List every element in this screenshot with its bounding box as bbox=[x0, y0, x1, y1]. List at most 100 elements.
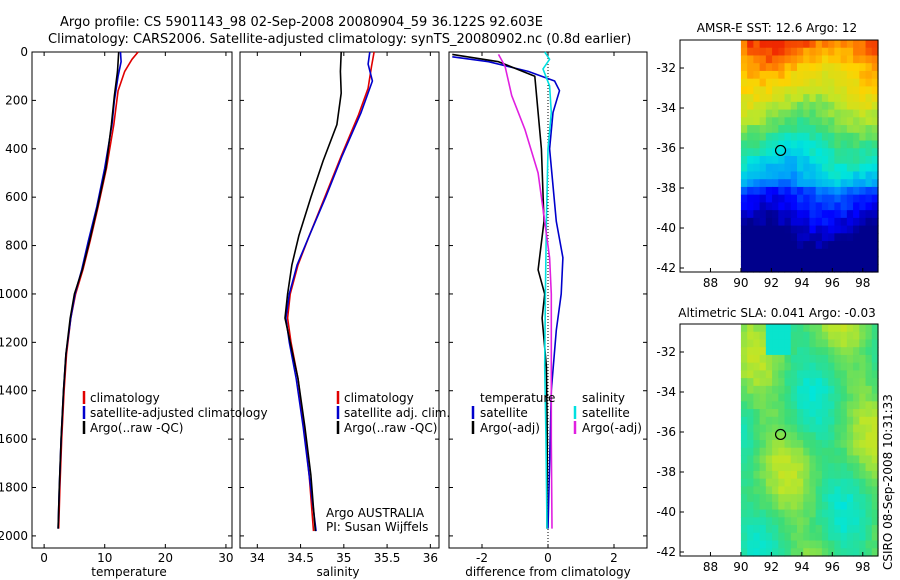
sst_map-cell bbox=[765, 47, 773, 57]
sla_map-cell bbox=[809, 440, 817, 449]
sst_map-cell bbox=[740, 210, 748, 219]
sla_map-cell bbox=[797, 478, 804, 487]
sla_map-cell bbox=[865, 324, 873, 333]
sst_map-cell bbox=[871, 125, 879, 134]
sst_map-cell bbox=[797, 256, 804, 265]
sla_map-cell bbox=[772, 393, 779, 402]
sst_map-cell bbox=[759, 264, 767, 273]
sst_map-cell bbox=[809, 163, 817, 173]
sla_map-cell bbox=[784, 440, 792, 449]
salinity-panel: 34 34.5 35 35.5 36 bbox=[239, 51, 440, 565]
sla_map-cell bbox=[828, 385, 835, 395]
sst_map-cell bbox=[747, 117, 754, 126]
sla_map-cell bbox=[778, 378, 786, 387]
sla_map-cell bbox=[784, 347, 792, 356]
sla_map-cell bbox=[828, 525, 835, 534]
sla_map-cell bbox=[772, 532, 779, 542]
sla_map-cell bbox=[815, 362, 823, 371]
sst_map-cell bbox=[790, 256, 798, 265]
sla_map-cell bbox=[834, 525, 842, 534]
sst_map-cell bbox=[809, 194, 817, 203]
sla_map-cell bbox=[865, 478, 873, 487]
sst_map-cell bbox=[772, 163, 779, 173]
sst_map-cell bbox=[790, 63, 798, 72]
sla_map-cell bbox=[784, 501, 792, 511]
sst_map-cell bbox=[759, 186, 767, 196]
sst_map-cell bbox=[772, 117, 779, 126]
sst_map-cell bbox=[747, 63, 754, 72]
sla_map-cell bbox=[772, 339, 779, 348]
sla_map-cell bbox=[784, 525, 792, 534]
sla_map-xtick-label: 92 bbox=[764, 560, 779, 574]
sla_map-cell bbox=[747, 347, 754, 356]
sla_map-cell bbox=[740, 501, 748, 511]
sst_map-cell bbox=[821, 63, 829, 72]
sst_map-cell bbox=[740, 94, 748, 103]
sst_map-ytick-label: -38 bbox=[656, 181, 676, 195]
sst_map-cell bbox=[871, 256, 879, 265]
sla_map-xtick-label: 88 bbox=[703, 560, 718, 574]
sla_map-cell bbox=[778, 339, 786, 348]
sla_map-cell bbox=[759, 401, 767, 410]
sst_map-cell bbox=[853, 256, 860, 265]
sla_map-cell bbox=[765, 509, 773, 518]
sla_map-cell bbox=[828, 339, 835, 348]
depth-tick-label: 2000 bbox=[0, 529, 28, 543]
sst_map-cell bbox=[846, 241, 854, 250]
sst_map-cell bbox=[840, 210, 848, 219]
sst_map-cell bbox=[846, 171, 854, 180]
sla_map-cell bbox=[828, 447, 835, 457]
sla_map-cell bbox=[834, 354, 842, 364]
sst_map-cell bbox=[846, 140, 854, 149]
sst_map-cell bbox=[809, 101, 817, 111]
sla_map-cell bbox=[759, 339, 767, 348]
sst_map-cell bbox=[834, 202, 842, 211]
sst_map-cell bbox=[803, 78, 811, 87]
sla_map-cell bbox=[859, 501, 867, 511]
sst_map-cell bbox=[790, 194, 798, 203]
sla_map-cell bbox=[790, 509, 798, 518]
sla_map-cell bbox=[821, 324, 829, 333]
sst_map-cell bbox=[859, 86, 867, 95]
sst_map-cell bbox=[853, 217, 860, 227]
sst_map-cell bbox=[740, 101, 748, 111]
sst_map-cell bbox=[790, 210, 798, 219]
sst_map-cell bbox=[809, 179, 817, 188]
sst_map-cell bbox=[740, 86, 748, 95]
sst_map-cell bbox=[846, 248, 854, 258]
sla_map-cell bbox=[840, 424, 848, 433]
sst_map-cell bbox=[846, 217, 854, 227]
sla_map-cell bbox=[753, 517, 761, 526]
float-position-marker bbox=[774, 428, 787, 441]
sla_map-cell bbox=[740, 494, 748, 503]
sst_map-cell bbox=[846, 156, 854, 165]
sla_map-cell bbox=[784, 540, 792, 549]
sst_map-cell bbox=[759, 179, 767, 188]
salinity-legend: climatology satellite adj. clim. Argo(..… bbox=[326, 391, 450, 534]
sla_map-cell bbox=[747, 517, 754, 526]
sst_map-cell bbox=[859, 47, 867, 57]
sst_map-cell bbox=[859, 70, 867, 80]
sst_map-cell bbox=[828, 194, 835, 203]
sla_map-cell bbox=[871, 339, 879, 348]
sst_map-cell bbox=[809, 210, 817, 219]
sst_map-cell bbox=[778, 132, 786, 142]
sst_map-cell bbox=[815, 202, 823, 211]
sla_map-cell bbox=[753, 455, 761, 464]
sst_map-cell bbox=[865, 132, 873, 142]
sst_map-cell bbox=[740, 156, 748, 165]
sla_map-cell bbox=[828, 548, 835, 557]
sst_map-cell bbox=[784, 40, 792, 49]
sla_map-cell bbox=[790, 455, 798, 464]
sst_map-cell bbox=[784, 86, 792, 95]
sst_map-ytick-label: -32 bbox=[656, 61, 676, 75]
sla_map-cell bbox=[821, 494, 829, 503]
sla_map-cell bbox=[815, 494, 823, 503]
sst_map-cell bbox=[846, 109, 854, 118]
sst_map-cell bbox=[840, 63, 848, 72]
sst_map-cell bbox=[759, 109, 767, 118]
sst_map-cell bbox=[759, 248, 767, 258]
sla_map-cell bbox=[859, 347, 867, 356]
sal-legend-clim: climatology bbox=[344, 391, 414, 405]
sla_map-cell bbox=[821, 416, 829, 426]
